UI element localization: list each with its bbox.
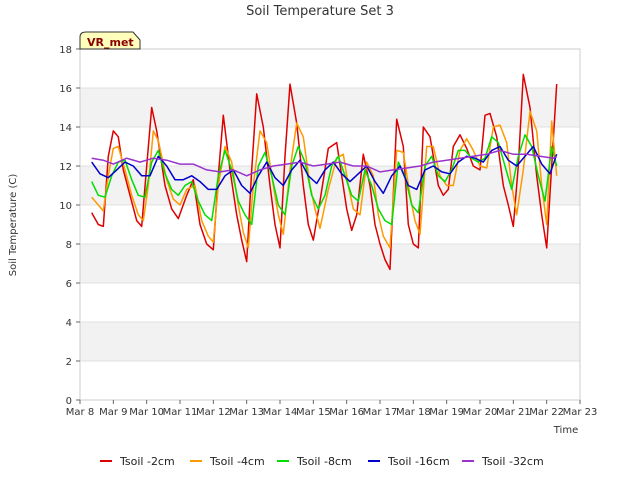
y-tick-label: 10 [59,201,72,212]
background-band [80,244,580,283]
legend-label-tsoil-4cm: Tsoil -4cm [209,455,265,468]
station-badge: VR_met [79,31,141,50]
x-tick-label: Mar 14 [263,407,298,418]
y-tick-label: 0 [66,396,72,407]
legend-label-tsoil-8cm: Tsoil -8cm [296,455,352,468]
y-tick-label: 18 [59,45,72,56]
legend: Tsoil -2cm Tsoil -4cm Tsoil -8cm Tsoil -16c… [100,455,544,468]
chart-title: Soil Temperature Set 3 [246,4,394,19]
x-tick-label: Mar 11 [163,407,198,418]
plot-frame [79,48,581,401]
background-band [80,88,580,127]
y-tick-label: 8 [66,240,72,251]
x-axis-label: Time [553,425,578,436]
x-tick-label: Mar 18 [396,407,431,418]
series-line-tsoil-16cm [91,145,558,195]
badge-shape [79,31,141,50]
background-band [80,361,580,400]
y-tick-label: 6 [66,279,72,290]
legend-label-tsoil-32cm: Tsoil -32cm [481,455,544,468]
x-tick-label: Mar 22 [529,407,564,418]
x-tick-label: Mar 21 [496,407,531,418]
y-tick-label: 12 [59,162,72,173]
x-tick-label: Mar 9 [99,407,127,418]
x-tick-label: Mar 12 [196,407,231,418]
legend-label-tsoil-2cm: Tsoil -2cm [119,455,175,468]
y-tick-label: 2 [66,357,72,368]
y-axis-label: Soil Temperature (C) [8,174,19,277]
x-tick-label: Mar 19 [429,407,464,418]
y-axis-ticks: 0 2 4 6 8 10 12 14 16 18 [59,45,80,407]
series-line-tsoil-4cm [91,110,558,249]
legend-label-tsoil-16cm: Tsoil -16cm [387,455,450,468]
y-tick-label: 4 [66,318,72,329]
background-band [80,49,580,88]
y-tick-label: 14 [59,123,72,134]
x-tick-label: Mar 8 [66,407,94,418]
x-tick-label: Mar 15 [296,407,331,418]
x-tick-label: Mar 10 [129,407,164,418]
series-lines [91,73,558,271]
background-band [80,322,580,361]
background-band [80,283,580,322]
series-line-tsoil-2cm [91,73,558,271]
badge-label: VR_met [87,36,134,49]
x-tick-label: Mar 20 [463,407,498,418]
background-band [80,205,580,244]
x-tick-label: Mar 13 [229,407,264,418]
series-line-tsoil-32cm [91,149,558,177]
y-tick-label: 16 [59,84,72,95]
x-tick-label: Mar 17 [363,407,398,418]
background-bands [80,49,580,400]
x-tick-label: Mar 23 [563,407,598,418]
x-tick-label: Mar 16 [329,407,364,418]
